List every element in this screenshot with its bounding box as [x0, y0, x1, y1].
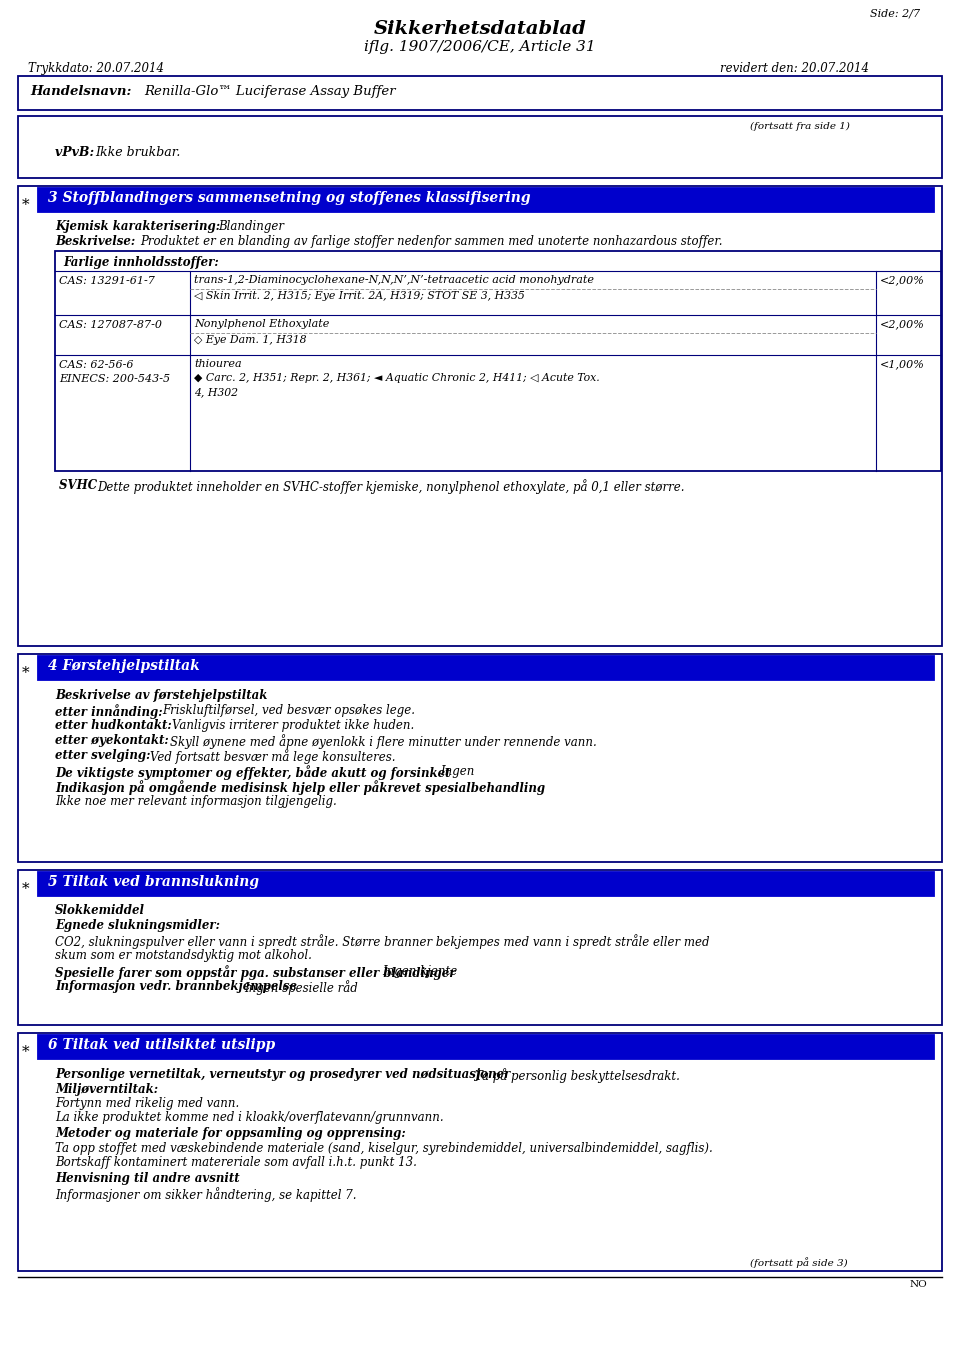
Text: Ta opp stoffet med væskebindende materiale (sand, kiselgur, syrebindemiddel, uni: Ta opp stoffet med væskebindende materia… — [55, 1142, 712, 1155]
Text: Vanligvis irriterer produktet ikke huden.: Vanligvis irriterer produktet ikke huden… — [172, 719, 415, 731]
Text: ◇ Eye Dam. 1, H318: ◇ Eye Dam. 1, H318 — [194, 335, 306, 345]
Text: 4 Førstehjelpstiltak: 4 Førstehjelpstiltak — [48, 658, 200, 673]
Text: 6 Tiltak ved utilsiktet utslipp: 6 Tiltak ved utilsiktet utslipp — [48, 1038, 276, 1052]
Text: 5 Tiltak ved brannslukning: 5 Tiltak ved brannslukning — [48, 875, 259, 890]
Text: Produktet er en blanding av farlige stoffer nedenfor sammen med unoterte nonhaza: Produktet er en blanding av farlige stof… — [140, 235, 723, 247]
Text: Ikke brukbar.: Ikke brukbar. — [95, 146, 180, 160]
Text: etter hudkontakt:: etter hudkontakt: — [55, 719, 176, 731]
Text: SVHC: SVHC — [59, 479, 101, 492]
Text: Informasjon vedr. brannbekjempelse: Informasjon vedr. brannbekjempelse — [55, 980, 301, 992]
Bar — [18, 76, 942, 110]
Text: ◆ Carc. 2, H351; Repr. 2, H361; ◄ Aquatic Chronic 2, H411; ◁ Acute Tox.: ◆ Carc. 2, H351; Repr. 2, H361; ◄ Aquati… — [194, 373, 600, 383]
Bar — [18, 187, 942, 646]
Bar — [18, 116, 942, 178]
Bar — [38, 188, 934, 212]
Text: (fortsatt fra side 1): (fortsatt fra side 1) — [750, 122, 850, 131]
Text: Farlige innholdsstoffer:: Farlige innholdsstoffer: — [63, 256, 219, 269]
Text: CAS: 13291-61-7: CAS: 13291-61-7 — [59, 276, 155, 287]
Text: Slokkemiddel: Slokkemiddel — [55, 904, 145, 917]
Text: Side: 2/7: Side: 2/7 — [870, 8, 920, 18]
Text: Miljøverntiltak:: Miljøverntiltak: — [55, 1083, 158, 1096]
Text: Personlige vernetiltak, verneutstyr og prosedyrer ved nødsituasjoner: Personlige vernetiltak, verneutstyr og p… — [55, 1068, 515, 1082]
Text: 4, H302: 4, H302 — [194, 387, 238, 397]
Text: La ikke produktet komme ned i kloakk/overflatevann/grunnvann.: La ikke produktet komme ned i kloakk/ove… — [55, 1111, 444, 1124]
Text: <2,00%: <2,00% — [880, 319, 924, 329]
Text: *: * — [22, 197, 30, 212]
Text: Renilla-Glo™ Luciferase Assay Buffer: Renilla-Glo™ Luciferase Assay Buffer — [144, 85, 396, 97]
Text: etter svelging:: etter svelging: — [55, 749, 155, 763]
Text: ◁ Skin Irrit. 2, H315; Eye Irrit. 2A, H319; STOT SE 3, H335: ◁ Skin Irrit. 2, H315; Eye Irrit. 2A, H3… — [194, 291, 525, 301]
Text: Henvisning til andre avsnitt: Henvisning til andre avsnitt — [55, 1172, 240, 1184]
Text: Beskrivelse av førstehjelpstiltak: Beskrivelse av førstehjelpstiltak — [55, 690, 268, 702]
Bar — [18, 869, 942, 1025]
Text: Beskrivelse:: Beskrivelse: — [55, 235, 139, 247]
Bar — [18, 1033, 942, 1271]
Text: Ved fortsatt besvær må lege konsulteres.: Ved fortsatt besvær må lege konsulteres. — [150, 749, 396, 764]
Text: Informasjoner om sikker håndtering, se kapittel 7.: Informasjoner om sikker håndtering, se k… — [55, 1187, 356, 1202]
Text: thiourea: thiourea — [194, 360, 242, 369]
Text: CO2, slukningspulver eller vann i spredt stråle. Større branner bekjempes med va: CO2, slukningspulver eller vann i spredt… — [55, 934, 709, 949]
Text: Nonylphenol Ethoxylate: Nonylphenol Ethoxylate — [194, 319, 329, 329]
Text: <2,00%: <2,00% — [880, 274, 924, 285]
Text: Handelsnavn:: Handelsnavn: — [30, 85, 136, 97]
Text: Metoder og materiale for oppsamling og opprensing:: Metoder og materiale for oppsamling og o… — [55, 1128, 406, 1140]
Text: Kjemisk karakterisering:: Kjemisk karakterisering: — [55, 220, 225, 233]
Text: EINECS: 200-543-5: EINECS: 200-543-5 — [59, 375, 170, 384]
Text: Spesielle farer som oppstår pga. substanser eller blandinger: Spesielle farer som oppstår pga. substan… — [55, 965, 460, 980]
Text: Fortynn med rikelig med vann.: Fortynn med rikelig med vann. — [55, 1096, 239, 1110]
Text: Trykkdato: 20.07.2014: Trykkdato: 20.07.2014 — [28, 62, 164, 74]
Text: Sikkerhetsdatablad: Sikkerhetsdatablad — [373, 20, 587, 38]
Text: etter innånding:: etter innånding: — [55, 704, 167, 719]
Text: Blandinger: Blandinger — [218, 220, 284, 233]
Text: trans-1,2-Diaminocyclohexane-N,N,N’,N’-tetraacetic acid monohydrate: trans-1,2-Diaminocyclohexane-N,N,N’,N’-t… — [194, 274, 594, 285]
Bar — [38, 872, 934, 896]
Bar — [38, 656, 934, 680]
Text: iflg. 1907/2006/CE, Article 31: iflg. 1907/2006/CE, Article 31 — [364, 41, 596, 54]
Text: (fortsatt på side 3): (fortsatt på side 3) — [750, 1257, 848, 1268]
Text: vPvB:: vPvB: — [55, 146, 99, 160]
Text: skum som er motstandsdyktig mot alkohol.: skum som er motstandsdyktig mot alkohol. — [55, 949, 312, 963]
Text: Friskluftilførsel, ved besvær opsøkes lege.: Friskluftilførsel, ved besvær opsøkes le… — [162, 704, 415, 717]
Text: revidert den: 20.07.2014: revidert den: 20.07.2014 — [720, 62, 869, 74]
Text: Ikke noe mer relevant informasjon tilgjengelig.: Ikke noe mer relevant informasjon tilgje… — [55, 795, 337, 808]
Bar — [55, 251, 941, 470]
Text: Skyll øynene med åpne øyenlokk i flere minutter under rennende vann.: Skyll øynene med åpne øyenlokk i flere m… — [170, 734, 597, 749]
Text: *: * — [22, 1045, 30, 1059]
Text: Dette produktet inneholder en SVHC-stoffer kjemiske, nonylphenol ethoxylate, på : Dette produktet inneholder en SVHC-stoff… — [97, 479, 684, 493]
Text: <1,00%: <1,00% — [880, 360, 924, 369]
Text: Bortskaff kontaminert matereriale som avfall i.h.t. punkt 13.: Bortskaff kontaminert matereriale som av… — [55, 1156, 417, 1169]
Text: CAS: 127087-87-0: CAS: 127087-87-0 — [59, 320, 162, 330]
Text: Ingen: Ingen — [440, 765, 474, 777]
Text: *: * — [22, 882, 30, 896]
Text: NO: NO — [910, 1280, 927, 1288]
Bar — [38, 1036, 934, 1059]
Text: Ingen spesielle råd: Ingen spesielle råd — [244, 980, 358, 995]
Text: De viktigste symptomer og effekter, både akutt og forsinket: De viktigste symptomer og effekter, både… — [55, 765, 455, 780]
Text: Ingen kjente: Ingen kjente — [382, 965, 457, 977]
Text: Egnede slukningsmidler:: Egnede slukningsmidler: — [55, 919, 220, 932]
Text: CAS: 62-56-6: CAS: 62-56-6 — [59, 360, 133, 370]
Bar — [18, 654, 942, 863]
Text: Indikasjon på omgående medisinsk hjelp eller påkrevet spesialbehandling: Indikasjon på omgående medisinsk hjelp e… — [55, 780, 545, 795]
Text: Ta på personlig beskyttelsesdrakt.: Ta på personlig beskyttelsesdrakt. — [475, 1068, 680, 1083]
Text: *: * — [22, 667, 30, 680]
Text: 3 Stoffblandingers sammensetning og stoffenes klassifisering: 3 Stoffblandingers sammensetning og stof… — [48, 191, 531, 206]
Text: etter øyekontakt:: etter øyekontakt: — [55, 734, 173, 748]
